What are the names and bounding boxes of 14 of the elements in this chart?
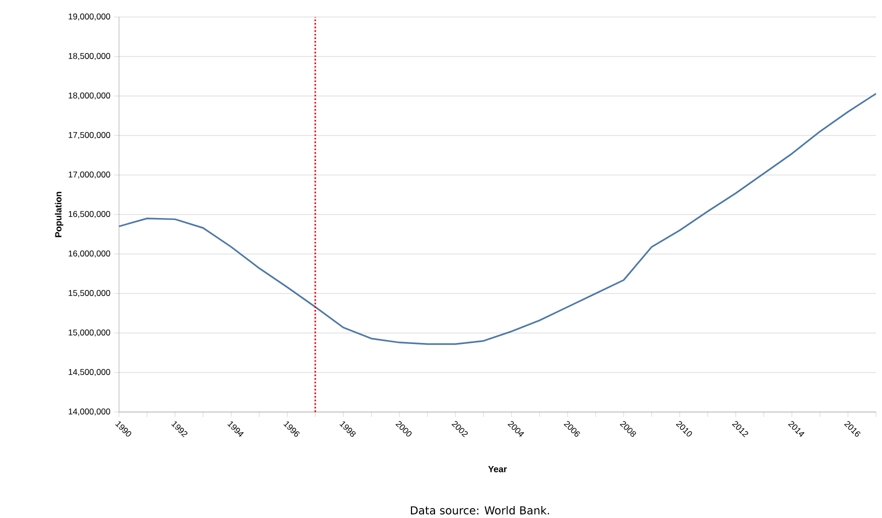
- y-tick-label: 14,000,000: [68, 408, 110, 416]
- y-tick-label: 18,500,000: [68, 53, 110, 60]
- y-tick-label: 17,000,000: [68, 172, 110, 178]
- y-tick-label: 16,000,000: [68, 250, 110, 258]
- y-tick-label: 18,000,000: [68, 92, 110, 100]
- y-tick-label: 19,000,000: [68, 14, 110, 20]
- y-tick-label: 16,500,000: [68, 211, 110, 218]
- source-note: Data source: World Bank.: [410, 506, 549, 514]
- y-tick-label: 14,500,000: [68, 369, 110, 376]
- y-axis-title: Population: [54, 192, 64, 238]
- y-tick-label: 17,500,000: [68, 132, 110, 139]
- y-tick-label: 15,500,000: [68, 290, 110, 297]
- x-axis-title: Year: [488, 466, 507, 472]
- y-tick-label: 15,000,000: [68, 330, 110, 336]
